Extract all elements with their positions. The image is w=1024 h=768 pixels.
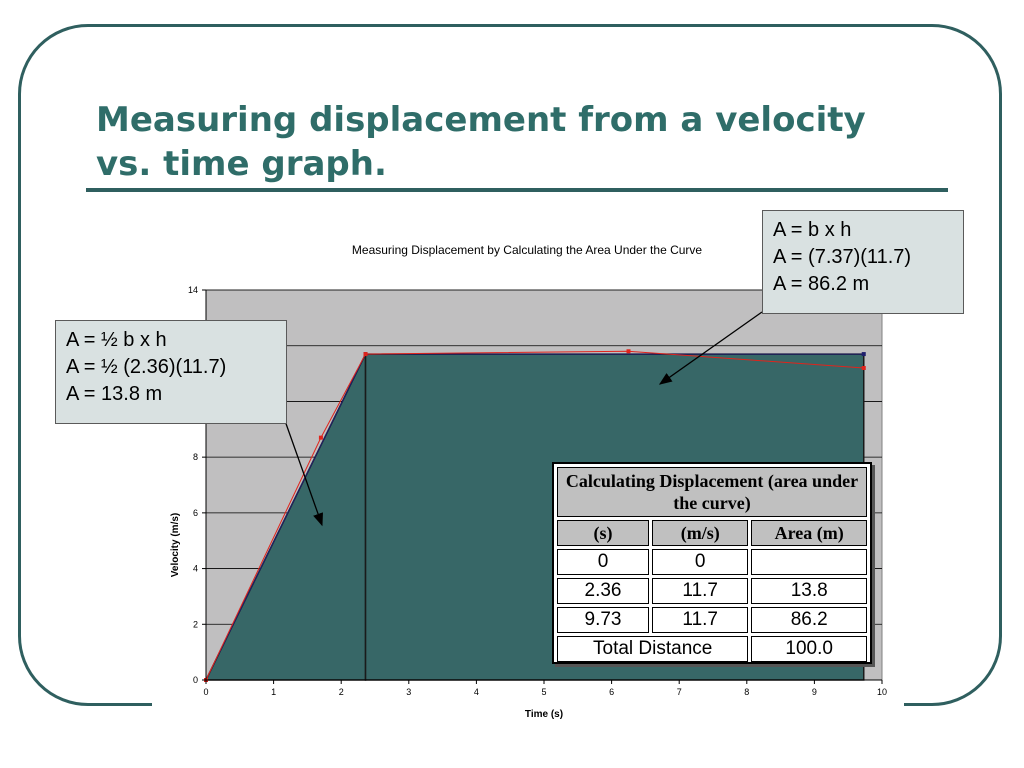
y-tick-label: 0 [193,675,198,685]
y-tick-label: 4 [193,564,198,574]
y-tick-label: 2 [193,619,198,629]
area-under-curve-data-point [861,352,866,357]
table-cell: 11.7 [652,607,749,633]
table-cell: 13.8 [751,578,867,604]
y-tick-label: 6 [193,508,198,518]
callout-line: A = b x h [773,219,852,241]
table-total-row: Total Distance 100.0 [557,636,867,662]
x-tick-label: 4 [474,687,479,697]
x-tick-label: 10 [877,687,887,697]
table-cell: 0 [557,549,650,575]
measured-data-point [626,349,631,354]
table-cell: 11.7 [652,578,749,604]
y-tick-label: 8 [193,452,198,462]
table-row: 2.36 11.7 13.8 [557,578,867,604]
x-tick-label: 5 [541,687,546,697]
callout-line: A = ½ b x h [66,329,167,351]
x-axis-label: Time (s) [525,709,563,720]
x-tick-label: 9 [812,687,817,697]
measured-data-point [363,352,368,357]
table-header: (m/s) [652,520,749,546]
measured-data-point [861,366,866,370]
x-tick-label: 1 [271,687,276,697]
displacement-table: Calculating Displacement (area under the… [552,462,872,664]
table-cell: 0 [652,549,749,575]
callout-line: A = ½ (2.36)(11.7) [66,356,227,378]
x-tick-label: 2 [339,687,344,697]
table-cell: 9.73 [557,607,650,633]
total-value: 100.0 [751,636,867,662]
table-cell: 2.36 [557,578,650,604]
slide-title-line-1: Measuring displacement from a velocity [96,100,866,140]
callout-line: A = 13.8 m [66,383,163,405]
measured-data-point [318,435,323,440]
table-cell [751,549,867,575]
table-row: 9.73 11.7 86.2 [557,607,867,633]
total-label: Total Distance [557,636,749,662]
callout-line: A = 86.2 m [773,273,870,295]
x-tick-label: 6 [609,687,614,697]
y-axis-label: Velocity (m/s) [170,513,181,577]
chart-title: Measuring Displacement by Calculating th… [352,243,703,257]
slide-title: Measuring displacement from a velocity v… [96,98,916,186]
slide-title-line-2: vs. time graph. [96,144,387,184]
table-caption: Calculating Displacement (area under the… [557,467,867,517]
callout-line: A = (7.37)(11.7) [773,246,912,268]
x-tick-label: 3 [406,687,411,697]
x-tick-label: 7 [677,687,682,697]
rectangle-area-callout: A = b x h A = (7.37)(11.7) A = 86.2 m [762,210,964,314]
table-header: Area (m) [751,520,867,546]
x-tick-label: 0 [203,687,208,697]
triangle-area-callout: A = ½ b x h A = ½ (2.36)(11.7) A = 13.8 … [55,320,287,424]
table-cell: 86.2 [751,607,867,633]
x-tick-label: 8 [744,687,749,697]
table-header: (s) [557,520,650,546]
y-tick-label: 14 [188,285,198,295]
table-row: 0 0 [557,549,867,575]
title-divider [86,188,948,192]
